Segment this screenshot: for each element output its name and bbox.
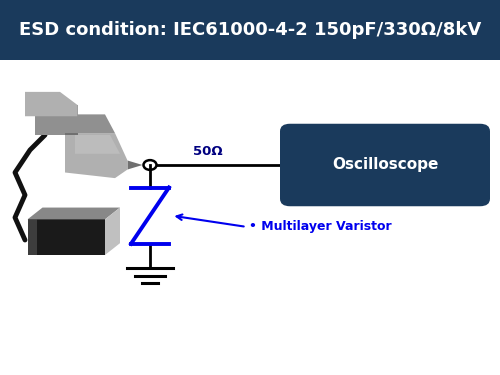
Polygon shape	[65, 133, 78, 135]
FancyBboxPatch shape	[280, 124, 490, 206]
Polygon shape	[105, 207, 120, 255]
Polygon shape	[128, 160, 142, 170]
Polygon shape	[28, 207, 120, 219]
Polygon shape	[78, 114, 115, 133]
Text: 50Ω: 50Ω	[194, 145, 223, 158]
Text: • Multilayer Varistor: • Multilayer Varistor	[249, 220, 392, 233]
Text: ESD condition: IEC61000-4-2 150pF/330Ω/8kV: ESD condition: IEC61000-4-2 150pF/330Ω/8…	[19, 21, 481, 39]
Polygon shape	[28, 219, 105, 255]
Polygon shape	[25, 92, 78, 116]
Polygon shape	[35, 105, 78, 135]
Text: Oscilloscope: Oscilloscope	[332, 158, 438, 172]
Polygon shape	[65, 133, 128, 178]
Polygon shape	[75, 135, 120, 154]
Polygon shape	[28, 219, 36, 255]
